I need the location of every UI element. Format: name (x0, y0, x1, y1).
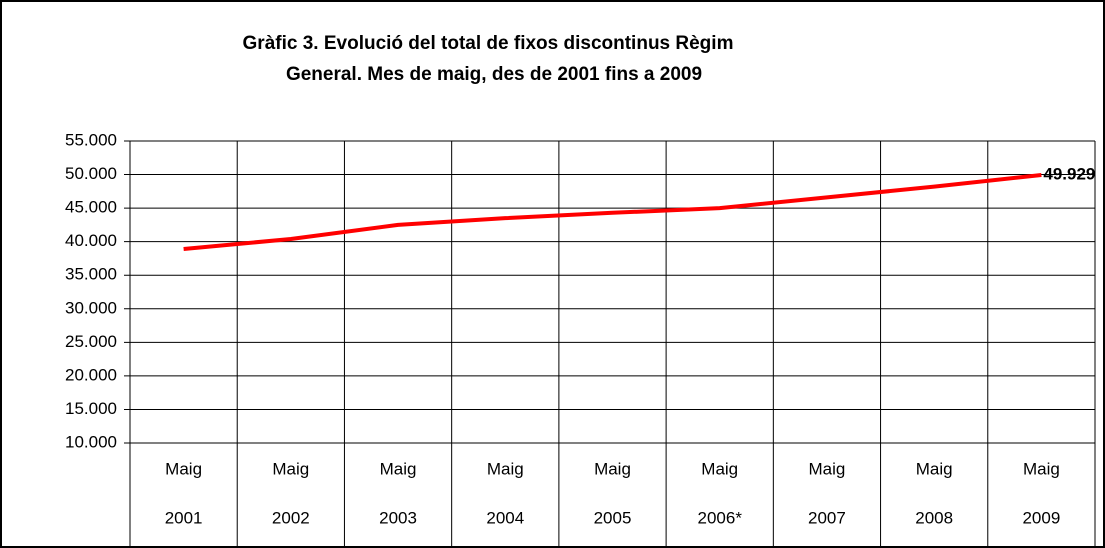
x-tick-label: 2003 (379, 508, 417, 527)
x-tick-label: Maig (701, 459, 738, 478)
y-tick-label: 15.000 (65, 399, 117, 418)
x-tick-label: Maig (809, 459, 846, 478)
x-tick-label: Maig (487, 459, 524, 478)
x-tick-label: Maig (380, 459, 417, 478)
chart-title: Gràfic 3. Evolució del total de fixos di… (243, 33, 734, 54)
y-tick-label: 25.000 (65, 332, 117, 351)
y-tick-label: 35.000 (65, 265, 117, 284)
y-tick-label: 30.000 (65, 298, 117, 317)
x-tick-label: Maig (1023, 459, 1060, 478)
x-tick-label: 2005 (594, 508, 632, 527)
y-tick-label: 50.000 (65, 164, 117, 183)
x-tick-label: 2006* (698, 508, 743, 527)
x-tick-label: Maig (916, 459, 953, 478)
x-tick-label: Maig (272, 459, 309, 478)
x-tick-label: 2007 (808, 508, 846, 527)
data-line (183, 173, 1042, 252)
x-tick-label: Maig (594, 459, 631, 478)
y-tick-label: 10.000 (65, 432, 117, 451)
x-tick-label: 2009 (1022, 508, 1060, 527)
y-tick-label: 55.000 (65, 130, 117, 149)
y-tick-label: 40.000 (65, 231, 117, 250)
x-tick-label: 2002 (272, 508, 310, 527)
data-label: 49.929 (1043, 165, 1095, 184)
x-tick-label: Maig (165, 459, 202, 478)
x-tick-label: 2004 (486, 508, 524, 527)
x-tick-label: 2001 (165, 508, 203, 527)
y-tick-label: 45.000 (65, 198, 117, 217)
y-tick-label: 20.000 (65, 365, 117, 384)
x-tick-label: 2008 (915, 508, 953, 527)
chart-title: General. Mes de maig, des de 2001 fins a… (286, 64, 702, 85)
